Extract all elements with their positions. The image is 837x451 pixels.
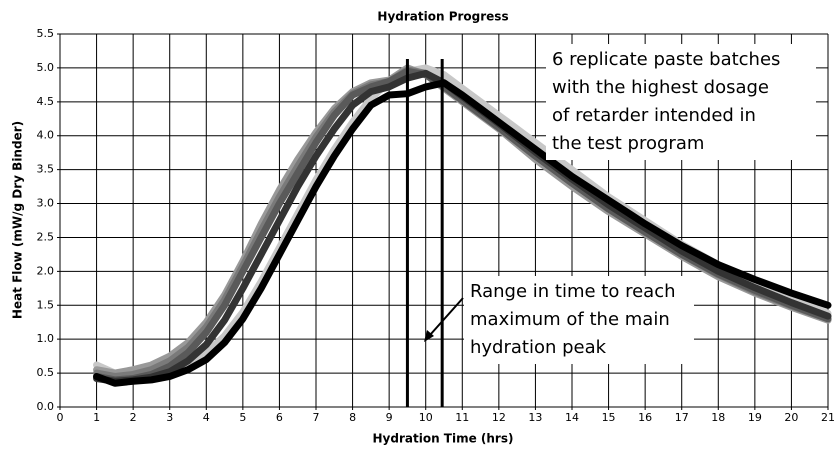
annotation-arrow bbox=[429, 297, 464, 336]
y-tick-label: 1.0 bbox=[37, 332, 55, 345]
x-tick-label: 11 bbox=[455, 411, 469, 424]
arrow-head bbox=[424, 330, 434, 342]
x-tick-label: 4 bbox=[203, 411, 210, 424]
x-tick-label: 7 bbox=[313, 411, 320, 424]
annotation-text: of retarder intended in bbox=[552, 105, 756, 126]
x-tick-label: 12 bbox=[492, 411, 506, 424]
x-tick-label: 14 bbox=[565, 411, 579, 424]
y-tick-label: 3.0 bbox=[37, 197, 55, 210]
x-tick-label: 1 bbox=[93, 411, 100, 424]
x-tick-label: 17 bbox=[675, 411, 689, 424]
y-tick-label: 5.0 bbox=[37, 61, 55, 74]
x-axis-label: Hydration Time (hrs) bbox=[373, 432, 514, 446]
y-tick-label: 5.5 bbox=[37, 27, 55, 40]
series-line bbox=[93, 69, 832, 385]
x-tick-label: 18 bbox=[711, 411, 725, 424]
y-tick-label: 2.5 bbox=[37, 230, 55, 243]
annotation-text: Range in time to reach bbox=[470, 281, 676, 302]
x-tick-label: 20 bbox=[784, 411, 798, 424]
y-tick-label: 3.5 bbox=[37, 163, 55, 176]
x-tick-label: 15 bbox=[602, 411, 616, 424]
y-tick-label: 2.0 bbox=[37, 264, 55, 277]
y-tick-label: 4.0 bbox=[37, 129, 55, 142]
x-tick-label: 3 bbox=[166, 411, 173, 424]
annotation-text: hydration peak bbox=[470, 337, 607, 358]
y-tick-label: 4.5 bbox=[37, 95, 55, 108]
x-tick-label: 21 bbox=[821, 411, 835, 424]
x-tick-label: 9 bbox=[386, 411, 393, 424]
x-tick-label: 6 bbox=[276, 411, 283, 424]
x-tick-label: 16 bbox=[638, 411, 652, 424]
x-tick-label: 19 bbox=[748, 411, 762, 424]
y-tick-label: 0.0 bbox=[37, 400, 55, 413]
chart-title: Hydration Progress bbox=[377, 10, 508, 24]
x-tick-label: 2 bbox=[130, 411, 137, 424]
annotation-text: maximum of the main bbox=[470, 309, 670, 330]
y-tick-label: 1.5 bbox=[37, 298, 55, 311]
x-tick-label: 0 bbox=[57, 411, 64, 424]
annotation-box bbox=[546, 44, 816, 160]
x-tick-label: 13 bbox=[528, 411, 542, 424]
y-axis-label: Heat Flow (mW/g Dry Binder) bbox=[11, 121, 25, 319]
annotation-text: the test program bbox=[552, 133, 704, 154]
y-tick-label: 0.5 bbox=[37, 366, 55, 379]
x-tick-label: 5 bbox=[239, 411, 246, 424]
x-tick-label: 10 bbox=[419, 411, 433, 424]
x-tick-label: 8 bbox=[349, 411, 356, 424]
annotation-text: with the highest dosage bbox=[552, 77, 769, 98]
series-line bbox=[93, 79, 832, 387]
annotation-text: 6 replicate paste batches bbox=[552, 49, 780, 70]
annotation-box bbox=[464, 276, 694, 364]
